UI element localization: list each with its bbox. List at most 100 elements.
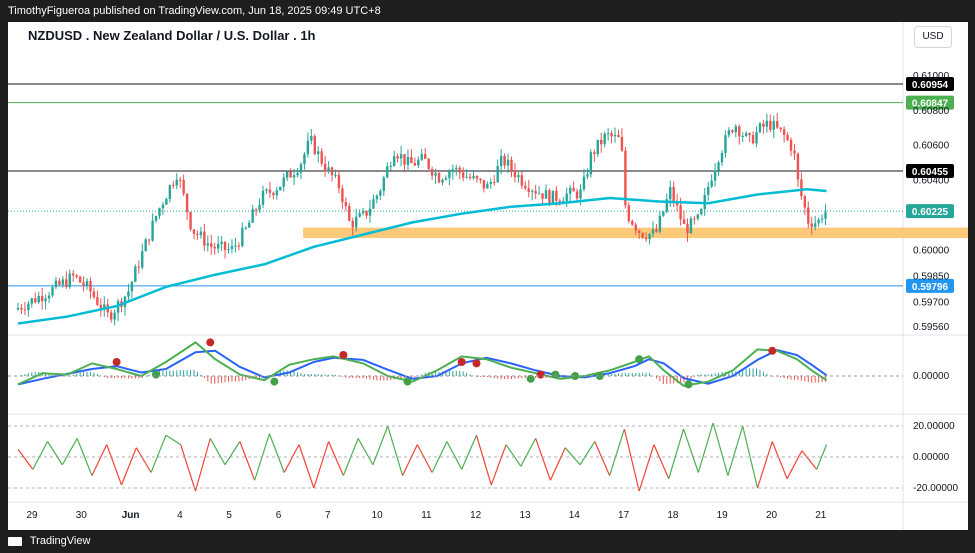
candle-body (210, 243, 213, 247)
candle-body (65, 279, 68, 287)
candle-body (658, 215, 662, 232)
momentum-segment (697, 422, 714, 473)
momentum-segment (623, 428, 640, 492)
candle-body (789, 139, 793, 151)
fast-line (17, 341, 828, 387)
attribution-bar: TimothyFigueroa published on TradingView… (0, 0, 975, 22)
candle-body (47, 295, 51, 299)
tradingview-logo-icon (8, 536, 22, 546)
brand-bar: TradingView (0, 530, 975, 553)
momentum-segment (609, 428, 625, 476)
candle-body (258, 204, 261, 211)
chart-svg[interactable]: 0.60954 0.60847 0.60455 0.60225 0.59796 0.61… (8, 22, 968, 530)
x-tick-label: 12 (470, 510, 482, 521)
momentum-segment (549, 447, 566, 481)
momentum-segment (446, 441, 463, 470)
momentum-segment (165, 434, 182, 446)
x-tick-label: 21 (815, 510, 827, 521)
candle-body (109, 312, 113, 320)
candle-body (544, 190, 548, 199)
candle-body (358, 213, 361, 217)
candle-body (641, 233, 644, 238)
candle-body (686, 223, 689, 234)
candle-body (568, 187, 572, 194)
candle-body (144, 239, 147, 252)
candle-body (379, 190, 382, 196)
x-tick-label: 4 (177, 510, 183, 521)
x-tick-label: 7 (325, 510, 331, 521)
candle-body (530, 191, 534, 193)
candle-body (417, 159, 420, 166)
candle-body (741, 135, 744, 137)
candle-body (786, 134, 789, 140)
candle-body (330, 167, 334, 176)
x-tick-label: 18 (667, 510, 679, 521)
x-tick-label: 11 (421, 510, 432, 521)
candle-body (172, 185, 175, 187)
momentum-segment (17, 448, 34, 470)
candle-body (465, 176, 468, 178)
candle-body (234, 245, 237, 247)
candle-body (817, 219, 820, 224)
currency-button[interactable]: USD (914, 26, 952, 48)
candle-body (782, 129, 786, 135)
momentum-segment (638, 444, 655, 492)
candle-body (665, 199, 668, 212)
candle-body (813, 223, 817, 227)
candle-body (810, 223, 813, 227)
momentum-segment (298, 444, 315, 489)
candle-body (624, 150, 627, 206)
moving-average-line (17, 188, 827, 325)
candle-body (772, 121, 775, 130)
candle-body (769, 120, 772, 130)
candle-body (127, 291, 130, 297)
candle-body (793, 150, 796, 154)
cross-marker (595, 372, 604, 380)
momentum-segment (742, 425, 759, 489)
candle-body (824, 212, 827, 219)
momentum-segment (91, 444, 108, 476)
candle-body (251, 209, 254, 223)
momentum-segment (579, 441, 596, 466)
momentum-segment (756, 441, 773, 489)
slow-line (17, 349, 828, 386)
candle-body (265, 189, 268, 191)
candle-body (30, 298, 34, 304)
candle-body (230, 246, 234, 250)
candle-body (558, 200, 562, 202)
candle-body (734, 126, 738, 133)
candle-body (103, 304, 106, 310)
candle-body (713, 170, 717, 181)
candle-body (289, 171, 292, 178)
candle-body (444, 178, 448, 180)
momentum-segment (313, 441, 330, 489)
candle-body (720, 153, 724, 163)
candle-body (475, 176, 479, 179)
y-tick-label: 0.59700 (913, 298, 950, 309)
candle-body (603, 133, 606, 145)
candle-body (451, 169, 455, 172)
candle-body (707, 186, 710, 195)
momentum-segment (668, 428, 685, 479)
candle-body (182, 180, 185, 194)
momentum-segment (801, 450, 818, 470)
x-tick-label: 29 (26, 510, 38, 521)
candle-body (675, 202, 679, 206)
candle-body (800, 179, 803, 197)
candle-body (424, 154, 427, 159)
x-tick-label: 14 (569, 510, 581, 521)
cross-marker (403, 377, 412, 386)
x-tick-label: 10 (372, 510, 384, 521)
momentum-segment (372, 425, 389, 465)
candle-body (527, 188, 530, 193)
momentum-segment (209, 438, 226, 466)
candle-body (637, 230, 641, 234)
candle-body (506, 159, 510, 166)
candle-body (430, 169, 434, 176)
cross-marker (206, 338, 215, 347)
y-tick-label: 0.59560 (913, 322, 950, 333)
chart-panel[interactable]: 0.60954 0.60847 0.60455 0.60225 0.59796 0.61… (8, 22, 968, 530)
momentum-segment (180, 444, 197, 492)
candle-body (610, 133, 613, 137)
y-tick-label: 0.61000 (913, 71, 950, 82)
